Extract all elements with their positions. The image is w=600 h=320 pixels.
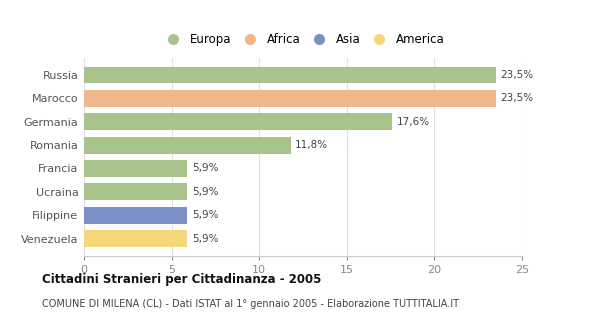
- Bar: [84, 113, 392, 130]
- Bar: [84, 137, 291, 154]
- Text: COMUNE DI MILENA (CL) - Dati ISTAT al 1° gennaio 2005 - Elaborazione TUTTITALIA.: COMUNE DI MILENA (CL) - Dati ISTAT al 1°…: [42, 299, 459, 308]
- Bar: [84, 207, 187, 224]
- Bar: [84, 90, 496, 107]
- Legend: Europa, Africa, Asia, America: Europa, Africa, Asia, America: [158, 30, 448, 50]
- Text: Cittadini Stranieri per Cittadinanza - 2005: Cittadini Stranieri per Cittadinanza - 2…: [42, 273, 322, 286]
- Bar: [84, 183, 187, 200]
- Text: 11,8%: 11,8%: [295, 140, 328, 150]
- Text: 5,9%: 5,9%: [192, 234, 218, 244]
- Bar: [84, 230, 187, 247]
- Text: 17,6%: 17,6%: [397, 117, 430, 127]
- Bar: [84, 67, 496, 84]
- Text: 5,9%: 5,9%: [192, 187, 218, 197]
- Bar: [84, 160, 187, 177]
- Text: 5,9%: 5,9%: [192, 164, 218, 173]
- Text: 23,5%: 23,5%: [500, 70, 533, 80]
- Text: 5,9%: 5,9%: [192, 210, 218, 220]
- Text: 23,5%: 23,5%: [500, 93, 533, 103]
